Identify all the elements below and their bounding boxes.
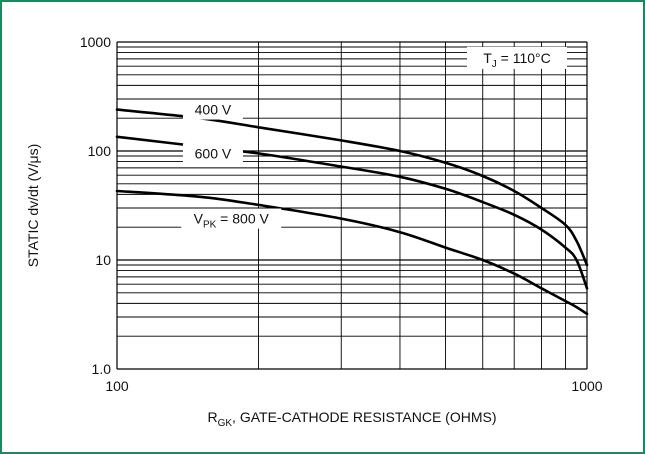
y-tick-label: 100 xyxy=(88,143,112,159)
x-axis-label: RGK, GATE-CATHODE RESISTANCE (OHMS) xyxy=(207,409,496,429)
y-tick-label: 1.0 xyxy=(92,361,112,377)
axis-labels: RGK, GATE-CATHODE RESISTANCE (OHMS) STATI… xyxy=(25,144,497,429)
tj-annotation-text: TJ = 110°C xyxy=(483,50,551,70)
series-label-3-bg xyxy=(181,208,282,229)
series-label-3-text: VPK = 800 V xyxy=(194,211,270,231)
x-tick-label: 100 xyxy=(105,378,129,394)
series-label-2-text: 600 V xyxy=(195,145,232,161)
series-label-1: 400 V xyxy=(182,99,243,120)
series-label-1-bg xyxy=(182,99,243,120)
x-tick-label: 1000 xyxy=(571,378,602,394)
y-tick-label: 1000 xyxy=(80,34,111,50)
y-axis-label: STATIC dv/dt (V/μs) xyxy=(25,144,41,267)
series-line-3 xyxy=(115,189,589,316)
series-line-1 xyxy=(115,108,589,267)
y-tick-label: 10 xyxy=(95,252,111,268)
tj-annotation-bg xyxy=(467,46,567,69)
series-label-2: 600 V xyxy=(182,143,243,164)
tj-annotation: TJ = 110°C xyxy=(467,46,567,70)
grid xyxy=(116,41,588,370)
series-label-1-text: 400 V xyxy=(195,102,232,118)
series-label-2-bg xyxy=(182,143,243,164)
series-label-3: VPK = 800 V xyxy=(181,208,282,231)
tick-labels: 1.0 10 100 1000 100 1000 xyxy=(80,34,603,394)
series-labels: 400 V 600 V VPK = 800 V TJ = 110°C xyxy=(181,46,567,231)
